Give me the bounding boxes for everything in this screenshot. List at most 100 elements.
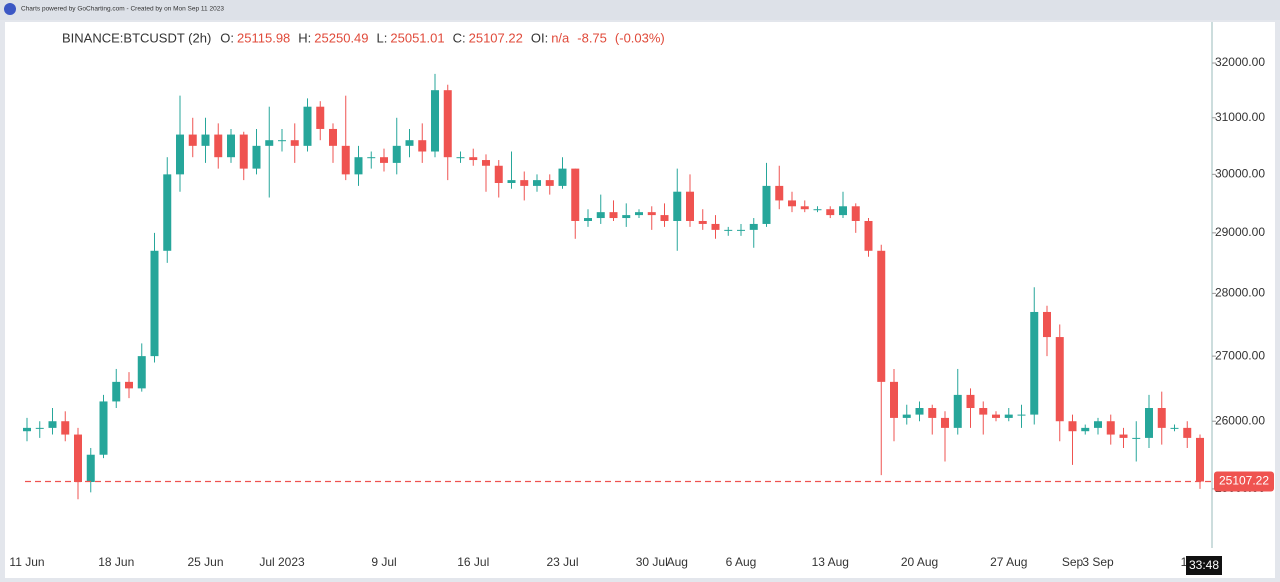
- x-tick-label: 3 Sep: [1082, 555, 1114, 569]
- candle-body: [660, 215, 669, 221]
- candle-body: [176, 134, 184, 175]
- candle-body: [1119, 434, 1128, 438]
- candle-body: [839, 206, 847, 216]
- x-tick-label: 16 Jul: [457, 555, 489, 569]
- candle-body: [979, 408, 988, 415]
- candle-body: [737, 229, 745, 231]
- candle-body: [405, 140, 414, 146]
- candle-body: [788, 200, 796, 207]
- countdown-box: [1186, 556, 1222, 575]
- candle-body: [1157, 408, 1166, 428]
- candle-body: [698, 220, 707, 224]
- y-tick-label: 31000.00: [1215, 110, 1265, 124]
- y-tick-label: 32000.00: [1215, 55, 1265, 69]
- header-text: (-0.03%): [615, 30, 665, 45]
- candle-body: [112, 381, 121, 402]
- candle-body: [35, 427, 44, 429]
- x-tick-label: Aug: [667, 555, 688, 569]
- candle-body: [239, 134, 248, 169]
- candle-body: [584, 218, 592, 221]
- candle-body: [354, 157, 363, 175]
- header-text: n/a: [551, 30, 570, 45]
- candle-body: [1196, 437, 1204, 482]
- x-tick-label: 6 Aug: [726, 555, 757, 569]
- candle-body: [813, 209, 822, 211]
- y-tick-label: 28000.00: [1215, 286, 1265, 300]
- candle-body: [265, 140, 274, 146]
- candle-body: [647, 212, 656, 216]
- candle-body: [341, 145, 350, 175]
- candle-body: [227, 134, 235, 158]
- candle-body: [1106, 421, 1115, 435]
- header-text: O:: [220, 30, 234, 45]
- candle-body: [23, 427, 31, 432]
- candle-body: [303, 106, 312, 146]
- candle-body: [635, 212, 643, 216]
- candle-body: [596, 212, 605, 219]
- y-tick-label: 30000.00: [1215, 167, 1265, 181]
- candle-body: [1055, 337, 1064, 422]
- x-tick-label: Sep: [1062, 555, 1084, 569]
- candle-body: [775, 185, 784, 201]
- candle-body: [252, 145, 261, 169]
- candle-body: [826, 209, 835, 216]
- candle-body: [469, 157, 478, 161]
- candle-body: [520, 180, 529, 186]
- candle-body: [482, 160, 490, 166]
- header-text: -8.75: [577, 30, 607, 45]
- candle-body: [673, 191, 682, 221]
- candle-body: [443, 90, 452, 158]
- x-tick-label: 27 Aug: [990, 555, 1027, 569]
- logo: [4, 3, 16, 15]
- candle-body: [74, 434, 82, 483]
- candle-body: [1030, 311, 1039, 415]
- candle-body: [125, 381, 133, 389]
- header-text: C:: [453, 30, 466, 45]
- candle-body: [864, 220, 873, 251]
- candle-body: [558, 168, 567, 186]
- x-tick-label: 20 Aug: [901, 555, 938, 569]
- candle-body: [1081, 427, 1090, 432]
- candle-body: [762, 185, 771, 224]
- candle-body: [367, 157, 376, 159]
- candle-body: [609, 212, 618, 219]
- header-text: 25107.22: [469, 30, 523, 45]
- header-text: BINANCE:BTCUSDT (2h): [62, 30, 211, 45]
- header-text: 25115.98: [237, 30, 290, 45]
- candle-body: [150, 250, 159, 357]
- candle-body: [290, 140, 299, 146]
- candle-body: [877, 250, 886, 382]
- candle-body: [214, 134, 223, 158]
- candle-body: [494, 165, 503, 184]
- candle-body: [545, 180, 554, 186]
- candle-body: [941, 417, 949, 428]
- x-tick-label: 11 Jun: [9, 555, 44, 569]
- x-tick-label: Jul 2023: [259, 555, 305, 569]
- header-text: L:: [377, 30, 388, 45]
- candle-body: [992, 414, 1000, 418]
- top-bar: [0, 0, 1280, 20]
- candle-body: [61, 421, 70, 435]
- candle-body: [890, 381, 898, 418]
- y-tick-label: 27000.00: [1215, 348, 1265, 362]
- header-text: 25250.49: [314, 30, 368, 45]
- candle-body: [507, 180, 516, 184]
- header-text: 25051.01: [390, 30, 444, 45]
- y-tick-label: 29000.00: [1215, 225, 1265, 239]
- header-text: H:: [298, 30, 311, 45]
- candle-body: [1145, 408, 1153, 438]
- candle-body: [329, 128, 337, 146]
- candle-body: [188, 134, 197, 146]
- candle-body: [1094, 421, 1102, 428]
- candle-body: [316, 106, 325, 129]
- credit: Charts powered by GoCharting.com - Creat…: [21, 6, 224, 13]
- candle-body: [800, 206, 809, 210]
- last-price-label: 25107.22: [1219, 474, 1269, 488]
- candle-body: [1170, 427, 1179, 429]
- candle-body: [48, 421, 57, 428]
- candle-body: [724, 229, 733, 231]
- candle-body: [953, 394, 962, 428]
- candle-body: [99, 401, 108, 455]
- candle-body: [456, 157, 465, 159]
